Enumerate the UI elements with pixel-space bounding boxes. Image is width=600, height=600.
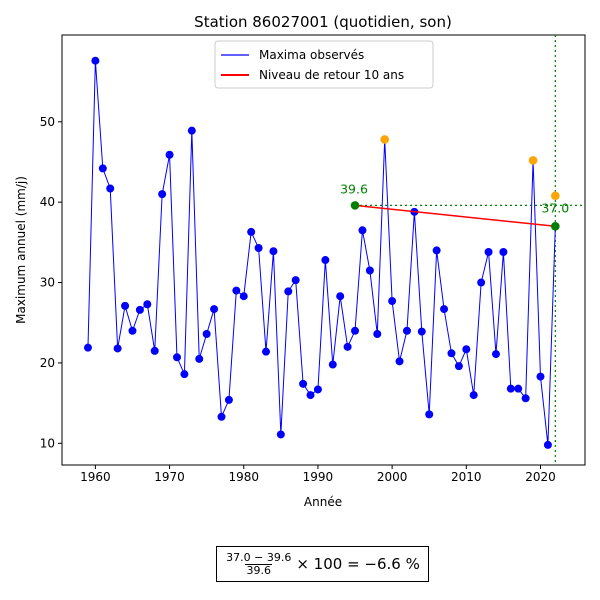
data-point <box>284 287 293 296</box>
x-tick-label: 1970 <box>154 470 185 484</box>
data-point <box>210 305 219 314</box>
data-point <box>536 372 545 381</box>
data-point <box>521 394 530 403</box>
data-point <box>365 266 374 275</box>
data-point <box>202 329 211 338</box>
data-point <box>328 360 337 369</box>
x-tick-label: 2010 <box>451 470 482 484</box>
formula-denominator: 39.6 <box>245 563 272 577</box>
data-point <box>499 248 508 257</box>
data-point <box>469 391 478 400</box>
data-point <box>484 248 493 257</box>
data-point <box>395 357 404 366</box>
plot-area: 1960 1970 1980 1990 2000 2010 2020 10 20 30 40 50 39… <box>40 34 586 484</box>
data-point <box>343 342 352 351</box>
x-tick-label: 2020 <box>525 470 556 484</box>
formula-fraction: 37.0 − 39.6 39.6 <box>225 550 292 577</box>
highlight-point <box>551 221 560 231</box>
data-point <box>217 412 226 421</box>
highlight-point <box>528 156 538 165</box>
data-point <box>113 344 122 353</box>
legend-label-return-level: Niveau de retour 10 ans <box>259 68 404 82</box>
data-point <box>373 329 382 338</box>
data-point <box>195 354 204 363</box>
data-point <box>262 347 271 356</box>
y-tick-label: 50 <box>40 115 55 129</box>
data-point <box>506 384 515 393</box>
data-point <box>432 246 441 255</box>
x-axis-label: Année <box>304 495 342 509</box>
annotation-label: 39.6 <box>340 181 368 196</box>
data-point <box>514 384 523 393</box>
data-point <box>491 350 500 359</box>
y-tick-label: 20 <box>40 356 55 370</box>
legend: Maxima observés Niveau de retour 10 ans <box>214 40 434 89</box>
highlight-point <box>350 201 360 210</box>
data-point <box>172 353 181 362</box>
data-point <box>477 278 486 287</box>
y-axis-label: Maximum annuel (mm/j) <box>14 176 28 324</box>
chart-title: Station 86027001 (quotidien, son) <box>194 13 452 31</box>
data-point <box>254 243 263 252</box>
data-point <box>269 247 278 256</box>
data-point <box>462 345 471 354</box>
formula-result: × 100 = −6.6 % <box>296 555 420 573</box>
plot-frame <box>61 34 586 466</box>
data-point <box>135 305 144 314</box>
series-line-return-level <box>354 204 556 228</box>
data-point <box>128 326 137 335</box>
data-point <box>402 326 411 335</box>
data-point <box>106 184 115 193</box>
data-point <box>276 430 285 439</box>
highlight-point <box>551 191 560 201</box>
data-point <box>158 190 167 199</box>
data-point <box>358 226 367 235</box>
legend-box <box>214 40 434 89</box>
data-point <box>187 126 196 135</box>
data-point <box>232 286 241 295</box>
data-point <box>299 379 308 388</box>
data-point <box>291 276 300 285</box>
x-tick-label: 2000 <box>377 470 408 484</box>
y-tick-label: 10 <box>40 436 55 450</box>
data-point <box>121 301 130 310</box>
data-point <box>417 327 426 336</box>
y-tick-label: 30 <box>40 276 55 290</box>
series-line-observed <box>87 60 556 445</box>
data-point <box>313 385 322 394</box>
data-point <box>150 346 159 355</box>
data-point <box>224 395 233 404</box>
data-point <box>351 326 360 335</box>
data-point <box>321 256 330 265</box>
highlight-point <box>380 135 390 144</box>
legend-label-observed: Maxima observés <box>259 48 364 62</box>
data-point <box>98 164 107 173</box>
formula-numerator: 37.0 − 39.6 <box>226 550 292 564</box>
data-point <box>388 297 397 306</box>
data-point <box>336 292 345 301</box>
data-point <box>83 343 92 352</box>
data-point <box>425 410 434 419</box>
data-point <box>306 391 315 400</box>
formula-box: 37.0 − 39.6 39.6 × 100 = −6.6 % <box>216 546 429 582</box>
data-point <box>447 349 456 358</box>
data-point <box>239 292 248 301</box>
data-point <box>91 56 100 65</box>
data-point <box>454 362 463 371</box>
data-point <box>143 300 152 309</box>
x-tick-label: 1990 <box>303 470 334 484</box>
data-point <box>180 370 189 379</box>
annotation-label: 37.0 <box>541 200 569 215</box>
data-point <box>165 150 174 159</box>
data-point <box>247 227 256 236</box>
x-tick-label: 1980 <box>228 470 259 484</box>
y-tick-label: 40 <box>40 195 55 209</box>
data-point <box>543 440 552 449</box>
x-tick-label: 1960 <box>80 470 111 484</box>
data-point <box>440 305 449 314</box>
